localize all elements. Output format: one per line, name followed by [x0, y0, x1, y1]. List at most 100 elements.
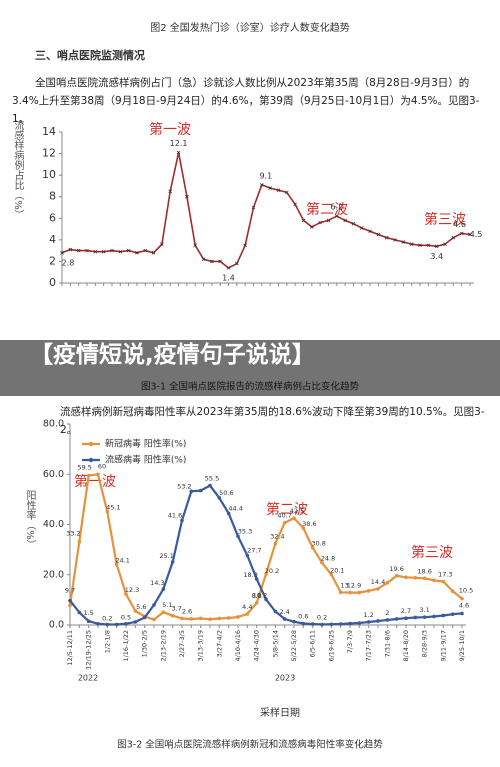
point: [189, 617, 194, 621]
y-tick-label: 60.0: [43, 469, 64, 480]
y-tick-label: 20.0: [43, 569, 64, 580]
point: [114, 622, 119, 627]
point: [133, 620, 138, 624]
x-tick-label: 8/14-8/20: [402, 630, 410, 662]
point: [170, 560, 175, 564]
point: [245, 612, 250, 616]
point: [366, 620, 371, 624]
point: [243, 243, 247, 248]
y-tick-label: 6: [49, 211, 56, 224]
point: [110, 248, 114, 253]
data-label: 2.7: [401, 607, 411, 615]
x-tick-label: 5/22-5/28: [290, 630, 298, 662]
data-label: 38.6: [302, 520, 316, 528]
data-label: 20.1: [330, 566, 344, 574]
point: [460, 596, 464, 601]
point: [432, 578, 436, 583]
point: [152, 617, 156, 622]
point: [293, 202, 297, 207]
x-tick-label: 9/25-10/1: [458, 630, 466, 662]
point: [409, 242, 414, 246]
data-label: 3.1: [419, 606, 429, 614]
point: [359, 226, 364, 230]
point: [245, 553, 250, 558]
point: [180, 616, 184, 621]
point: [301, 526, 306, 530]
paragraph: 全国哨点医院流感样病例占门（急）诊就诊人数比例从2023年第35周（8月28日-…: [12, 77, 480, 125]
point: [86, 619, 91, 624]
data-label: 14.4: [371, 578, 385, 586]
data-label: 2: [385, 609, 389, 617]
point: [385, 580, 390, 585]
point: [310, 225, 314, 229]
point: [226, 616, 231, 620]
point: [301, 621, 306, 626]
y-tick-label: 0: [49, 276, 56, 289]
data-label: 18.6: [417, 567, 431, 575]
y-tick-label: 2: [49, 254, 56, 267]
point: [459, 231, 464, 236]
data-label: 13: [341, 581, 349, 589]
data-label: 1.5: [83, 609, 93, 617]
point: [77, 539, 82, 544]
point: [96, 621, 100, 626]
y-axis-label: 流感样病例占比（%）: [12, 119, 24, 220]
data-label: 0.2: [102, 614, 112, 622]
point: [161, 587, 166, 591]
point: [105, 509, 110, 514]
x-tick-label: 12/19-12/25: [85, 630, 93, 670]
point: [201, 257, 206, 262]
point: [348, 590, 352, 595]
data-label: 19.6: [389, 565, 403, 573]
data-label: 12.1: [170, 139, 188, 148]
point: [85, 248, 89, 253]
point: [208, 617, 212, 622]
point: [226, 266, 231, 270]
data-label: 20.2: [265, 567, 279, 575]
data-label: 0.5: [121, 614, 131, 622]
point: [101, 249, 106, 254]
point: [236, 534, 240, 539]
point: [198, 488, 203, 493]
data-label: 4.4: [242, 603, 252, 611]
point: [460, 611, 464, 616]
point: [292, 516, 296, 521]
chart: 0.0 20.0 40.0 60.0 80.0 12/5-12/11 12/19-12/25…: [24, 419, 473, 751]
x-tick-label: 9/11-9/17: [439, 630, 447, 662]
point: [343, 218, 347, 223]
point: [422, 615, 427, 620]
point: [218, 259, 222, 264]
data-label: 14.3: [150, 579, 164, 587]
x-tick-label: 5/8-5/14: [271, 630, 279, 657]
legend-marker: [88, 457, 94, 463]
data-label: 50.6: [219, 489, 233, 497]
data-label: 44.4: [228, 504, 242, 512]
data-label: 8.8: [251, 592, 261, 600]
x-tick-label: 3/27-4/2: [215, 630, 223, 657]
x-tick-label: 1/16-1/22: [122, 630, 130, 662]
data-label: 6.2: [330, 203, 343, 212]
legend-label: 流感病毒 阳性率(%): [105, 454, 186, 466]
data-label: 12.9: [347, 582, 361, 590]
data-label: 35.3: [238, 527, 252, 535]
point: [77, 610, 82, 615]
data-label: 60: [98, 462, 106, 470]
point: [260, 183, 264, 187]
data-label: 3.4: [430, 252, 443, 261]
point: [176, 150, 181, 155]
point: [443, 242, 447, 246]
data-label: 4.5: [470, 230, 483, 239]
point: [68, 603, 72, 608]
point: [142, 615, 147, 620]
point: [251, 205, 256, 210]
point: [161, 610, 166, 614]
data-label: 2.6: [182, 607, 192, 615]
point: [189, 489, 194, 494]
point: [432, 614, 436, 619]
data-label: 5.6: [136, 603, 146, 611]
point: [236, 615, 240, 619]
data-label: 30.8: [311, 540, 325, 548]
point: [418, 243, 422, 248]
